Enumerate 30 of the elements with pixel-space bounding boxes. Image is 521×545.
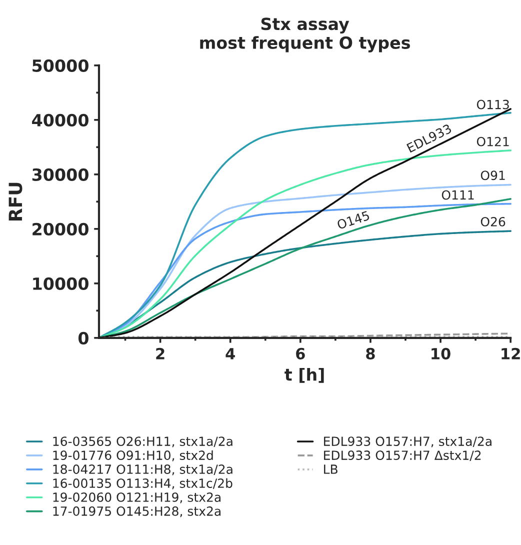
chart-title: Stx assay most frequent O types bbox=[200, 18, 410, 52]
y-tick-label: 0 bbox=[78, 332, 88, 344]
legend-label: 16-03565 O26:H11, stx1a/2a bbox=[53, 436, 232, 448]
legend-label: 19-02060 O121:H19, stx2a bbox=[53, 492, 220, 504]
y-tick-label: 30000 bbox=[32, 168, 88, 181]
annotation: O26 bbox=[480, 216, 506, 226]
annotation: O113 bbox=[476, 100, 509, 110]
legend-label: EDL933 O157:H7, stx1a/2a bbox=[324, 436, 492, 448]
x-tick-label: 12 bbox=[502, 348, 520, 360]
legend-label: 19-01776 O91:H10, stx2d bbox=[53, 450, 213, 462]
x-tick-label: 2 bbox=[156, 348, 164, 360]
x-tick-label: 8 bbox=[366, 348, 375, 360]
legend-label: 16-00135 O113:H4, stx1c/2b bbox=[53, 478, 232, 490]
legend-label: 17-01975 O145:H28, stx2a bbox=[53, 506, 220, 518]
legend-label: LB bbox=[324, 464, 338, 474]
y-axis-title: RFU bbox=[8, 182, 22, 220]
annotation: O91 bbox=[480, 170, 505, 180]
y-tick-label: 20000 bbox=[32, 222, 88, 236]
x-axis-title: t [h] bbox=[284, 368, 324, 383]
y-tick-label: 10000 bbox=[33, 277, 88, 290]
legend-label: EDL933 O157:H7 Δstx1/2 bbox=[324, 450, 481, 461]
x-tick-label: 4 bbox=[226, 348, 235, 360]
annotation: O111 bbox=[442, 190, 474, 200]
legend-label: 18-04217 O111:H8, stx1a/2a bbox=[53, 464, 232, 476]
annotation: O145 bbox=[336, 210, 370, 230]
y-tick-label: 40000 bbox=[32, 114, 88, 126]
x-tick-label: 10 bbox=[432, 348, 450, 360]
y-tick-label: 50000 bbox=[32, 59, 88, 72]
annotation: O121 bbox=[476, 136, 509, 146]
x-tick-label: 6 bbox=[296, 348, 305, 360]
